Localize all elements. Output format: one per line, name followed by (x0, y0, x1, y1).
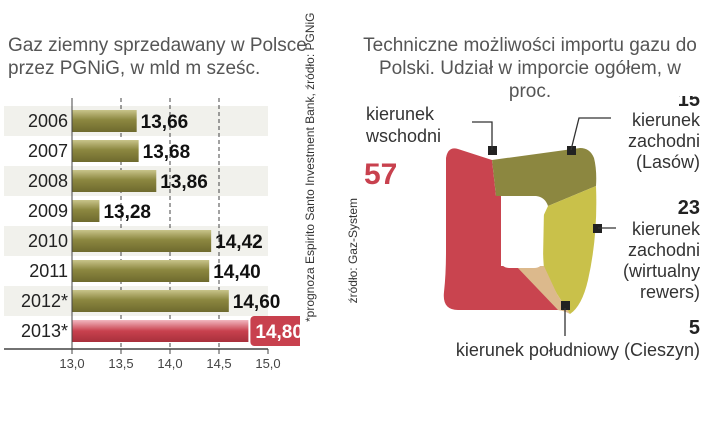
value-label: 13,66 (141, 112, 189, 133)
bar-chart-title: Gaz ziemny sprzedawany w Polsce przez PG… (8, 35, 307, 79)
value-label: 13,68 (143, 142, 191, 163)
value-virtual: 23 (678, 197, 700, 219)
value-east: 57 (364, 158, 397, 191)
bar (72, 260, 210, 282)
value-lasow: 15 (678, 96, 700, 111)
value-label: 14,80 (255, 322, 300, 343)
x-tick-label: 13,5 (108, 356, 133, 371)
label-virtual-line4: rewers) (640, 282, 700, 302)
value-label-box (250, 316, 300, 346)
label-east-line1: kierunek (366, 104, 435, 124)
category-label: 2013* (21, 321, 68, 341)
value-label: 13,28 (103, 202, 151, 223)
x-tick-label: 14,0 (157, 356, 182, 371)
bar (72, 170, 157, 192)
label-virtual-line1: kierunek (632, 219, 701, 239)
x-tick-label: 14,5 (206, 356, 231, 371)
slice-south (516, 266, 570, 314)
category-label: 2009 (28, 201, 68, 221)
label-lasow-line3: (Lasów) (636, 152, 700, 172)
slice-lasow (492, 148, 597, 206)
bar (72, 140, 139, 162)
value-label: 13,86 (160, 172, 208, 193)
forecast-note: *prognoza Espirito Santo Investment Bank… (303, 12, 317, 323)
bar (72, 320, 249, 342)
source-note: źródło: Gaz-System (346, 198, 360, 304)
bar (72, 110, 137, 132)
category-label: 2012* (21, 291, 68, 311)
category-label: 2010 (28, 231, 68, 251)
label-east-line2: wschodni (365, 126, 441, 146)
bar (72, 200, 100, 222)
label-south: kierunek południowy (Cieszyn) (456, 340, 700, 360)
x-tick-label: 13,0 (59, 356, 84, 371)
category-label: 2007 (28, 141, 68, 161)
category-label: 2008 (28, 171, 68, 191)
import-chart-title: Techniczne możliwości importu gazu do Po… (363, 35, 697, 102)
label-lasow-line1: kierunek (632, 110, 701, 130)
slice-east (443, 148, 558, 310)
x-tick-label: 15,0 (255, 356, 280, 371)
bar-chart: 2006 13,66 2007 13,68 2008 13,86 2009 13,28 2010… (4, 98, 300, 371)
label-virtual-line2: zachodni (628, 240, 700, 260)
category-label: 2006 (28, 111, 68, 131)
value-label: 14,60 (233, 292, 281, 313)
label-lasow-line2: zachodni (628, 131, 700, 151)
slice-virtual (541, 186, 597, 314)
value-label: 14,40 (213, 262, 261, 283)
bar (72, 290, 229, 312)
center-hole (501, 201, 544, 268)
value-south: 5 (689, 317, 700, 339)
category-label: 2011 (29, 261, 68, 281)
import-chart: kierunek wschodni 57 15 kierunek zachodn… (364, 96, 701, 360)
bar (72, 230, 212, 252)
label-virtual-line3: (wirtualny (623, 261, 700, 281)
value-label: 14,42 (215, 232, 263, 253)
